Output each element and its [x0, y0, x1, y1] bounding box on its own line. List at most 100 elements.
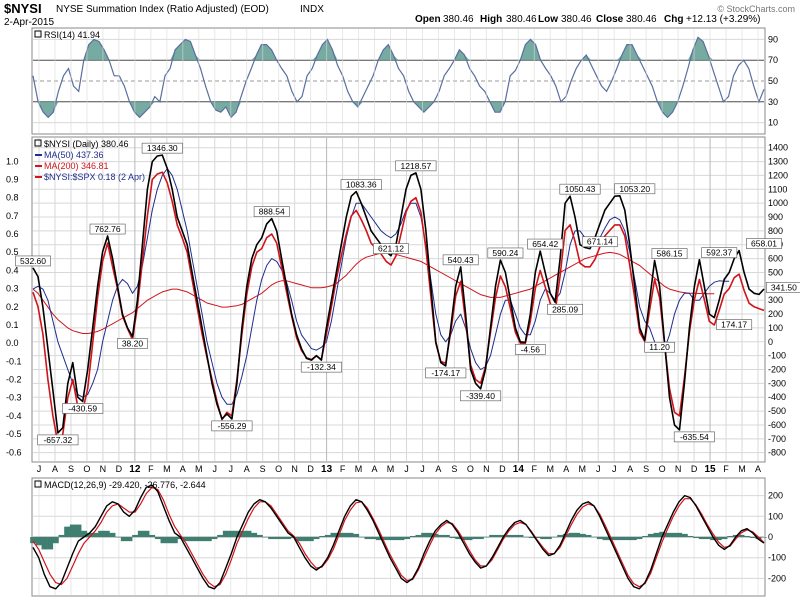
macd-histogram-bar	[279, 537, 286, 540]
macd-histogram-bar	[670, 532, 677, 537]
x-axis-tick-label: A	[244, 464, 250, 474]
right-axis-tick-label: -600	[768, 420, 786, 430]
price-annotation-label: 654.42	[532, 239, 558, 249]
price-annotation-box	[425, 367, 467, 379]
chart-symbol: $NYSI	[4, 1, 42, 16]
macd-histogram-bar	[81, 530, 88, 537]
macd-histogram-bar	[613, 537, 620, 541]
macd-histogram-bar	[115, 537, 122, 538]
right-axis-tick-label: 1000	[768, 198, 788, 208]
macd-histogram-bar	[160, 537, 167, 544]
macd-histogram-bar	[619, 537, 626, 541]
macd-histogram-bar	[664, 532, 671, 537]
macd-histogram-bar	[30, 537, 37, 544]
macd-histogram-bar	[120, 537, 127, 542]
macd-histogram-bar	[251, 532, 258, 537]
price-annotation-label: 592.37	[706, 248, 732, 258]
legend-ma200: MA(200) 346.81	[44, 161, 109, 171]
macd-histogram-bar	[744, 535, 751, 537]
macd-histogram-bar	[415, 534, 422, 537]
macd-histogram-bar	[528, 537, 535, 539]
open-value: 380.46	[443, 14, 474, 25]
price-annotation-label: -657.32	[43, 435, 72, 445]
x-axis-tick-label: A	[755, 464, 761, 474]
macd-histogram-bar	[319, 535, 326, 537]
right-axis-tick-label: -700	[768, 434, 786, 444]
price-annotation-label: 532.60	[20, 256, 46, 266]
left-axis-tick-label: 0.1	[6, 320, 19, 330]
macd-histogram-bar	[313, 537, 320, 540]
rsi-line	[32, 36, 765, 119]
price-annotation-box	[89, 223, 126, 235]
macd-histogram-bar	[103, 530, 110, 537]
macd-histogram-bar	[421, 532, 428, 537]
high-label: High	[480, 14, 502, 25]
macd-histogram-bar	[506, 534, 513, 537]
price-annotation-box	[673, 431, 715, 443]
macd-histogram-bar	[126, 537, 133, 542]
macd-histogram-bar	[472, 537, 479, 540]
x-axis-tick-label: O	[275, 464, 282, 474]
low-label: Low	[538, 14, 558, 25]
macd-histogram-bar	[302, 537, 309, 542]
price-annotation-label: 888.54	[259, 207, 285, 217]
x-axis-tick-label: M	[163, 464, 171, 474]
macd-histogram-bar	[698, 537, 705, 540]
x-axis-tick-label: J	[420, 464, 425, 474]
price-annotation-box	[442, 254, 479, 266]
x-axis-tick-label: J	[228, 464, 233, 474]
x-axis-tick-label: F	[532, 464, 538, 474]
price-annotation-label: 590.24	[492, 248, 518, 258]
nysi-line	[32, 154, 765, 434]
macd-histogram-bar	[256, 534, 263, 537]
macd-histogram-bar	[47, 537, 54, 550]
macd-histogram-bar	[494, 534, 501, 537]
price-annotation-box	[460, 390, 502, 402]
macd-histogram-bar	[58, 534, 65, 537]
rsi-legend-text: RSI(14) 41.94	[44, 30, 100, 40]
price-annotation-box	[746, 238, 782, 249]
x-axis-tick-label: J	[37, 464, 42, 474]
macd-tick-label: -200	[768, 573, 786, 583]
price-annotation-label: 1053.20	[619, 184, 650, 194]
macd-histogram-bar	[353, 533, 360, 537]
macd-histogram-bar	[171, 537, 178, 544]
macd-histogram-bar	[455, 537, 462, 540]
price-annotation-box	[559, 183, 601, 195]
x-axis-tick-label: M	[387, 464, 395, 474]
x-axis-tick-label: D	[116, 464, 123, 474]
x-axis-tick-label: O	[467, 464, 474, 474]
price-annotation-box	[487, 247, 524, 259]
x-axis-tick-label: D	[691, 464, 698, 474]
price-annotation-label: 174.17	[721, 320, 747, 330]
x-axis-tick-label: M	[195, 464, 203, 474]
macd-histogram-bar	[591, 537, 598, 538]
x-axis-tick-label: S	[451, 464, 457, 474]
macd-histogram-bar	[183, 537, 190, 542]
macd-histogram-bar	[693, 537, 700, 539]
price-annotation-label: -430.59	[68, 403, 97, 413]
macd-histogram-bar	[364, 537, 371, 540]
macd-histogram-bar	[653, 532, 660, 537]
x-axis-tick-label: M	[547, 464, 555, 474]
left-axis-tick-label: 0.0	[6, 338, 19, 348]
macd-histogram-bar	[483, 537, 490, 538]
macd-histogram-bar	[687, 535, 694, 537]
left-axis-tick-label: -0.6	[6, 447, 22, 457]
x-axis-tick-label: J	[612, 464, 617, 474]
macd-histogram-bar	[574, 532, 581, 537]
macd-histogram-bar	[545, 537, 552, 540]
macd-histogram-bar	[381, 537, 388, 541]
price-annotation-label: -132.34	[307, 362, 336, 372]
rsi-tick-label: 50	[768, 76, 778, 86]
x-axis-tick-label: A	[180, 464, 186, 474]
macd-histogram-bar	[245, 530, 252, 537]
macd-histogram-bar	[710, 537, 717, 541]
chg-label: Chg	[664, 14, 683, 25]
left-axis-tick-label: 0.6	[6, 229, 19, 239]
x-axis-tick-label: 14	[513, 464, 525, 475]
watermark: © StockCharts.com	[717, 4, 795, 14]
macd-histogram-bar	[194, 537, 201, 542]
x-axis-tick-label: F	[340, 464, 346, 474]
left-axis-tick-label: 0.5	[6, 247, 19, 257]
